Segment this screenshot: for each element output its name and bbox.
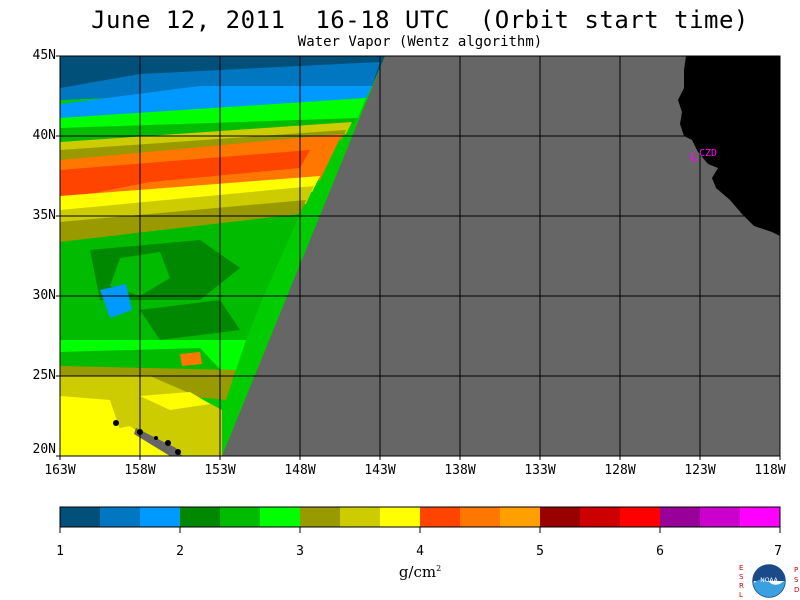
logo-letter: D [794,586,799,594]
map-subtitle: Water Vapor (Wentz algorithm) [297,34,543,50]
lon-tick-label: 158W [124,463,156,478]
colorbar [60,507,781,527]
colorbar-segment [540,507,581,527]
colorbar-segment [740,507,781,527]
lon-tick-label: 118W [754,463,786,478]
station-marker: CZD [691,148,717,161]
colorbar-tick-label: 2 [176,544,184,559]
colorbar-tick-label: 3 [296,544,304,559]
noaa-esrl-psd-logo: E S R L P S D NOAA [739,564,799,599]
map-frame [59,55,781,457]
colorbar-tick-label: 4 [416,544,424,559]
colorbar-tick-label: 1 [56,544,64,559]
lat-tick-label: 35N [32,208,56,223]
colorbar-segment [260,507,301,527]
colorbar-segment [380,507,421,527]
logo-letter: S [739,573,744,581]
colorbar-segment [420,507,461,527]
lon-tick-label: 123W [684,463,716,478]
colorbar-segment [460,507,501,527]
colorbar-segment [580,507,621,527]
colorbar-ticks [59,527,781,533]
lon-tick-label: 153W [204,463,236,478]
lon-tick-label: 148W [284,463,316,478]
colorbar-segment [500,507,541,527]
logo-letter: L [739,591,743,599]
colorbar-segment [220,507,261,527]
lat-tick-label: 40N [32,128,56,143]
lat-tick-label: 20N [32,442,56,457]
colorbar-segment [140,507,181,527]
logo-text: NOAA [760,577,778,584]
lat-tick-label: 30N [32,288,56,303]
colorbar-tick-label: 7 [774,544,782,559]
lon-tick-label: 143W [364,463,396,478]
units-text: g/cm [398,563,437,581]
colorbar-segment [620,507,661,527]
colorbar-segment [700,507,741,527]
units-exponent: 2 [436,564,442,573]
map-title: June 12, 2011 16-18 UTC (Orbit start tim… [91,6,749,34]
colorbar-segment [660,507,701,527]
map-field [60,56,780,456]
logo-letter: P [794,566,798,574]
lon-tick-label: 128W [604,463,636,478]
colorbar-segment [300,507,341,527]
lon-tick-label: 133W [524,463,556,478]
lat-tick-label: 45N [32,48,56,63]
colorbar-segment [100,507,141,527]
colorbar-segment [180,507,221,527]
colorbar-tick-label: 6 [656,544,664,559]
station-label: CZD [699,148,717,159]
colorbar-segment [340,507,381,527]
north-america-land [678,56,780,236]
hawaii-islands [113,420,182,456]
colorbar-segment [60,507,101,527]
lon-tick-label: 138W [444,463,476,478]
axis-ticks [56,55,781,460]
logo-letter: E [739,564,743,572]
logo-letter: R [739,582,744,590]
lat-lon-gridlines [60,56,780,456]
lat-tick-label: 25N [32,368,56,383]
logo-letter: S [794,576,799,584]
colorbar-units: g/cm2 [390,563,450,581]
lon-tick-label: 163W [44,463,76,478]
colorbar-tick-label: 5 [536,544,544,559]
satellite-swath [60,56,385,456]
